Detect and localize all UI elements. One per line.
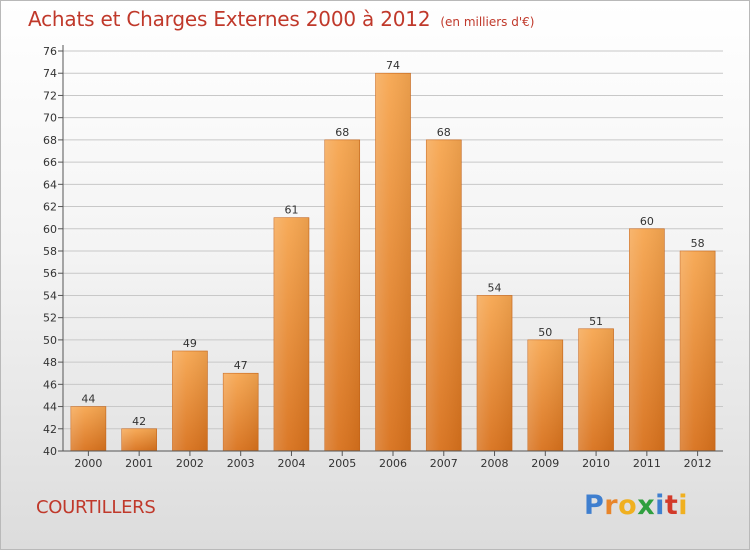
y-tick-label: 52 — [43, 312, 57, 325]
y-tick-label: 56 — [43, 267, 57, 280]
bar-value-label: 68 — [437, 126, 451, 139]
x-tick-label: 2007 — [430, 457, 458, 470]
x-tick-label: 2012 — [684, 457, 712, 470]
y-tick-label: 66 — [43, 156, 57, 169]
chart-title: Achats et Charges Externes 2000 à 2012 — [28, 7, 431, 31]
logo-letter: o — [618, 490, 638, 521]
bar-value-label: 68 — [335, 126, 349, 139]
x-tick-label: 2009 — [531, 457, 559, 470]
x-tick-label: 2005 — [328, 457, 356, 470]
bar-value-label: 42 — [132, 415, 146, 428]
bar-highlight — [70, 406, 106, 451]
bar-value-label: 51 — [589, 315, 603, 328]
y-tick-label: 46 — [43, 378, 57, 391]
bar-highlight — [578, 328, 614, 451]
bar-highlight — [172, 351, 208, 451]
x-tick-label: 2008 — [481, 457, 509, 470]
x-tick-label: 2000 — [74, 457, 102, 470]
bar-highlight — [426, 139, 462, 451]
x-tick-label: 2006 — [379, 457, 407, 470]
bar-value-label: 49 — [183, 337, 197, 350]
bar-value-label: 44 — [81, 393, 95, 406]
bar-highlight — [527, 339, 563, 451]
axes: 40 42 44 46 48 50 52 54 56 58 60 62 64 66 68 70 72 74 76 20… — [43, 45, 723, 470]
chart-title-block: Achats et Charges Externes 2000 à 2012 (e… — [28, 7, 534, 31]
y-tick-label: 76 — [43, 45, 57, 58]
x-tick-label: 2002 — [176, 457, 204, 470]
proxiti-logo: Proxiti — [584, 490, 688, 521]
x-tick-label: 2003 — [227, 457, 255, 470]
commune-name: COURTILLERS — [36, 497, 156, 518]
bar-highlight — [121, 428, 157, 451]
logo-letter: P — [584, 490, 605, 521]
y-tick-label: 70 — [43, 112, 57, 125]
bar-value-label: 50 — [538, 326, 552, 339]
bar-highlight — [324, 139, 360, 451]
bar-value-label: 61 — [284, 204, 298, 217]
logo-letter: x — [637, 490, 656, 521]
x-tick-label: 2001 — [125, 457, 153, 470]
logo-letter: r — [604, 490, 619, 521]
y-tick-label: 58 — [43, 245, 57, 258]
y-tick-label: 54 — [43, 289, 57, 302]
bar-highlight — [273, 217, 309, 451]
logo-letter: i — [678, 490, 689, 521]
y-tick-label: 60 — [43, 223, 57, 236]
bar-value-label: 60 — [640, 215, 654, 228]
logo-letter: i — [655, 490, 665, 521]
y-tick-label: 72 — [43, 89, 57, 102]
bar-highlight — [375, 73, 411, 451]
y-tick-label: 48 — [43, 356, 57, 369]
bar-highlight — [680, 251, 716, 451]
x-tick-label: 2010 — [582, 457, 610, 470]
bar-value-label: 47 — [234, 359, 248, 372]
y-tick-label: 62 — [43, 201, 57, 214]
y-tick-label: 44 — [43, 401, 57, 414]
x-tick-label: 2011 — [633, 457, 661, 470]
x-tick-label: 2004 — [277, 457, 305, 470]
bar-value-label: 58 — [691, 237, 705, 250]
bar-highlight — [629, 228, 665, 451]
y-tick-label: 50 — [43, 334, 57, 347]
bar-value-label: 54 — [488, 281, 502, 294]
y-tick-label: 40 — [43, 445, 57, 458]
y-tick-label: 64 — [43, 178, 57, 191]
bar-highlight — [477, 295, 513, 451]
chart-unit: (en milliers d'€) — [440, 15, 535, 29]
y-tick-label: 68 — [43, 134, 57, 147]
logo-letter: t — [664, 490, 679, 521]
y-tick-label: 42 — [43, 423, 57, 436]
bar-value-label: 74 — [386, 59, 400, 72]
bar-highlight — [223, 373, 259, 451]
bars: 44 42 49 47 61 68 74 68 54 50 51 60 58 — [70, 59, 716, 452]
y-tick-label: 74 — [43, 67, 57, 80]
